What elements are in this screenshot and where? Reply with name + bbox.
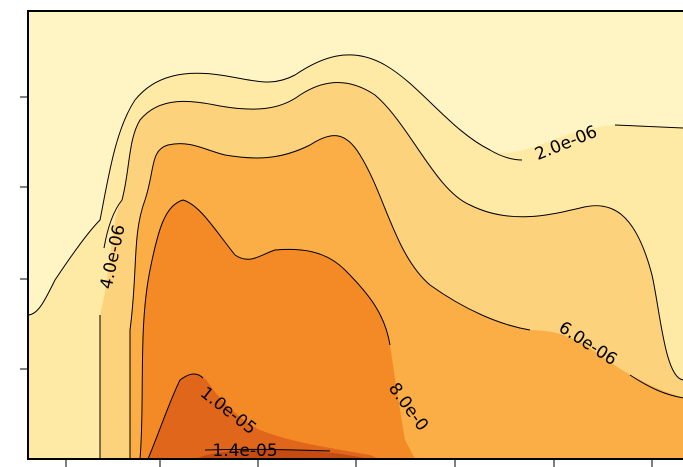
contour-label-1.4e-05: 1.4e-05: [212, 441, 277, 461]
x-axis-ticks: [65, 459, 653, 467]
contour-line-1e-05: [147, 373, 204, 459]
contour-lines: [28, 54, 683, 459]
contour-band-1.2e-05: [195, 449, 370, 459]
contour-line-1.2e-05: [204, 448, 331, 452]
contour-fills: [28, 54, 683, 459]
contour-line-4e-06: [99, 82, 683, 459]
y-axis-ticks: [20, 96, 28, 370]
contour-band-1e-05: [148, 373, 380, 459]
contour-line-6e-06: [129, 135, 683, 459]
contour-line-8e-06: [139, 199, 391, 459]
contour-line-2e-06: [28, 54, 683, 316]
